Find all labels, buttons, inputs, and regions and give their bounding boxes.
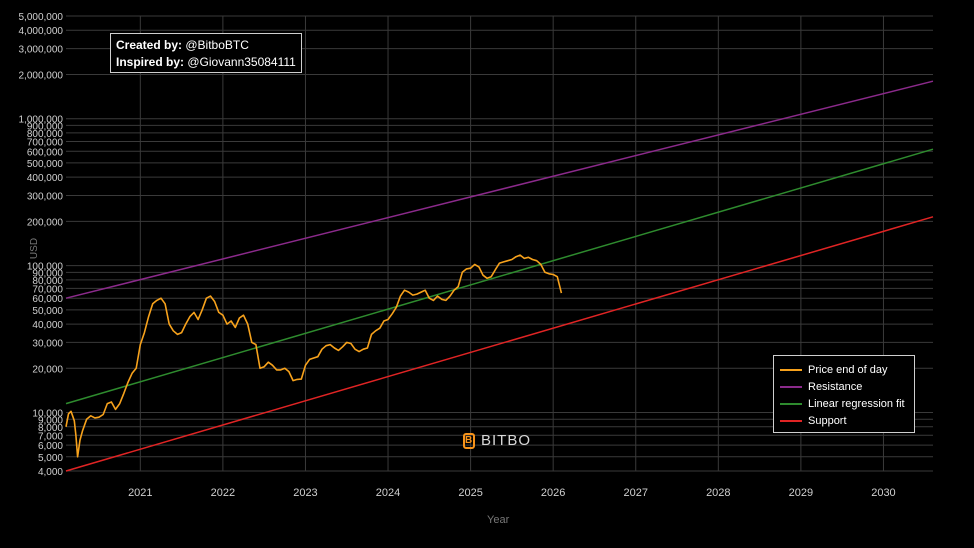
x-tick-label: 2022 xyxy=(211,487,235,499)
series-layer xyxy=(65,80,934,472)
inspired-by-line: Inspired by: @Giovann35084111 xyxy=(116,54,301,71)
y-tick-label: 4,000,000 xyxy=(19,26,64,37)
y-tick-label: 900,000 xyxy=(27,121,64,132)
y-tick-label: 4,000 xyxy=(38,467,63,478)
y-tick-label: 5,000,000 xyxy=(19,12,64,23)
y-tick-label: 800,000 xyxy=(27,129,64,140)
y-tick-label: 3,000,000 xyxy=(19,45,64,56)
x-tick-label: 2021 xyxy=(128,487,152,499)
y-tick-label: 10,000 xyxy=(32,409,63,420)
y-tick-label: 1,000,000 xyxy=(19,115,64,126)
y-axis-title: USD xyxy=(29,237,41,260)
legend-swatch xyxy=(780,368,802,371)
series-line-linear-regression-fit xyxy=(65,148,934,405)
series-line-price-end-of-day xyxy=(65,254,563,458)
x-tick-label: 2023 xyxy=(293,487,317,499)
bitcoin-logo-icon: B xyxy=(463,432,475,449)
credits-box: Created by: @BitboBTC Inspired by: @Giov… xyxy=(110,33,302,73)
x-tick-label: 2030 xyxy=(871,487,895,499)
y-tick-label: 50,000 xyxy=(32,306,63,317)
x-tick-label: 2024 xyxy=(376,487,400,499)
x-tick-label: 2029 xyxy=(789,487,813,499)
legend-item[interactable]: Support xyxy=(780,412,914,429)
y-tick-label: 6,000 xyxy=(38,441,63,452)
legend-swatch xyxy=(780,385,802,388)
legend-item[interactable]: Resistance xyxy=(780,378,914,395)
y-tick-label: 8,000 xyxy=(38,423,63,434)
legend-label: Price end of day xyxy=(808,363,888,376)
y-tick-label: 60,000 xyxy=(32,294,63,305)
x-axis-ticks: 2021 2022 2023 2024 2025 2026 2027 2028 2029 2030 xyxy=(128,487,896,499)
chart-legend: Price end of day Resistance Linear regress… xyxy=(773,355,915,433)
x-tick-label: 2026 xyxy=(541,487,565,499)
y-tick-label: 90,000 xyxy=(32,268,63,279)
y-tick-label: 5,000 xyxy=(38,453,63,464)
inspired-by-value: @Giovann35084111 xyxy=(187,55,296,69)
created-by-label: Created by: xyxy=(116,38,183,52)
legend-swatch xyxy=(780,419,802,422)
legend-label: Resistance xyxy=(808,380,863,393)
legend-label: Support xyxy=(808,414,847,427)
x-tick-label: 2025 xyxy=(458,487,482,499)
x-axis-title: Year xyxy=(487,514,510,526)
inspired-by-label: Inspired by: xyxy=(116,55,185,69)
watermark-text: BITBO xyxy=(481,432,532,449)
y-tick-label: 20,000 xyxy=(32,364,63,375)
y-tick-label: 100,000 xyxy=(27,262,64,273)
series-line-support xyxy=(65,216,934,472)
y-tick-label: 600,000 xyxy=(27,147,64,158)
y-tick-label: 500,000 xyxy=(27,159,64,170)
y-tick-label: 30,000 xyxy=(32,338,63,349)
y-tick-label: 300,000 xyxy=(27,192,64,203)
y-tick-label: 80,000 xyxy=(32,276,63,287)
y-tick-label: 400,000 xyxy=(27,173,64,184)
x-tick-label: 2028 xyxy=(706,487,730,499)
legend-item[interactable]: Linear regression fit xyxy=(780,395,914,412)
x-tick-label: 2027 xyxy=(624,487,648,499)
series-line-resistance xyxy=(65,80,934,299)
legend-label: Linear regression fit xyxy=(808,397,905,410)
created-by-value: @BitboBTC xyxy=(185,38,249,52)
y-tick-label: 7,000 xyxy=(38,431,63,442)
y-tick-label: 9,000 xyxy=(38,415,63,426)
y-tick-label: 40,000 xyxy=(32,320,63,331)
bitbo-watermark: B BITBO xyxy=(463,432,531,449)
y-tick-label: 70,000 xyxy=(32,284,63,295)
y-tick-label: 700,000 xyxy=(27,137,64,148)
y-tick-label: 200,000 xyxy=(27,217,64,228)
legend-swatch xyxy=(780,402,802,405)
legend-item[interactable]: Price end of day xyxy=(780,361,914,378)
y-tick-label: 2,000,000 xyxy=(19,70,64,81)
created-by-line: Created by: @BitboBTC xyxy=(116,37,301,54)
